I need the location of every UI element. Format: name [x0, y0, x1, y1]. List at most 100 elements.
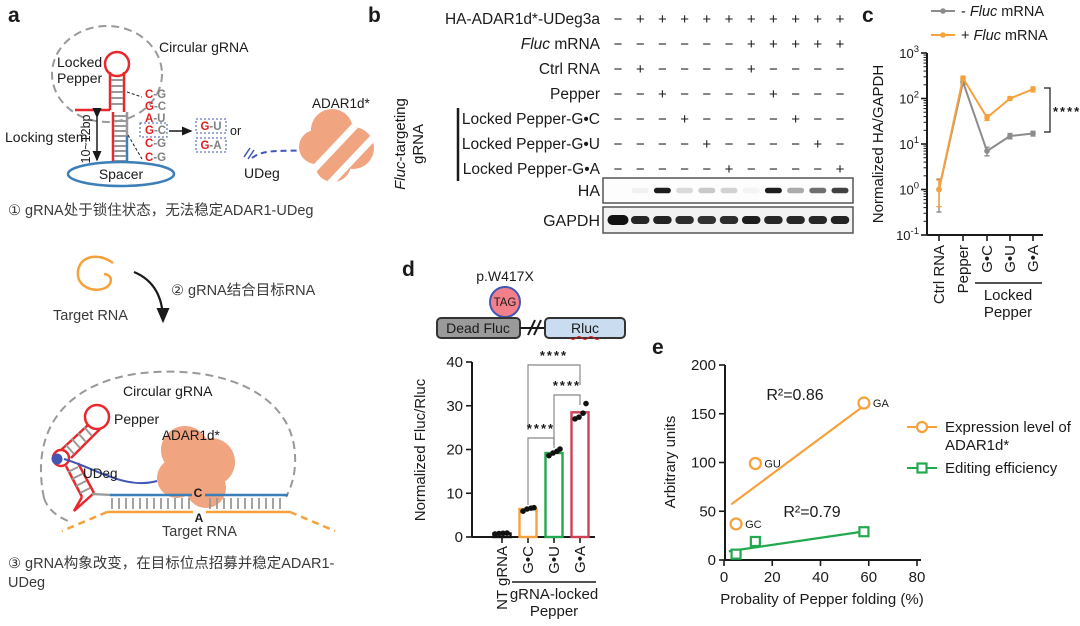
target-rna-squiggle	[76, 255, 114, 291]
replicate-dot	[531, 504, 537, 511]
lane-sign: −	[658, 61, 667, 78]
locking-stem-label: Locking stem	[5, 129, 87, 145]
c-x-category-label: G•C	[979, 245, 996, 273]
e-data-series: GC GU GA	[728, 396, 890, 560]
e-y-tick-label: 0	[708, 552, 716, 569]
c-group-label-line2: Pepper	[984, 304, 1032, 321]
or-label: or	[230, 124, 241, 138]
lane-sign: −	[636, 111, 645, 128]
lane-sign: −	[614, 161, 623, 178]
plus-minus-matrix: − + + + + + + + + + +− − − − − − + + + + +− + − − − − + − − − −− − + − − − −…	[614, 11, 845, 178]
gapdh-band	[830, 216, 850, 224]
ha-band	[720, 187, 738, 194]
lane-sign: −	[614, 11, 623, 28]
mutant-pair-box	[195, 118, 227, 134]
stop-codon-label: TAG	[494, 297, 517, 309]
svg-text:Editing efficiency: Editing efficiency	[945, 460, 1058, 477]
udeg-tail-top	[243, 147, 307, 160]
caption-step3-line1: ③ gRNA构象改变，在目标位点招募并稳定ADAR1-	[8, 555, 335, 572]
point-label: GA	[873, 398, 890, 410]
lane-sign: −	[702, 86, 711, 103]
c-x-category-label: Pepper	[955, 245, 972, 293]
reporter-schematic: p.W417X TAG Dead Fluc Rluc	[436, 268, 626, 340]
grna-group-label-line2: gRNA	[410, 124, 427, 164]
panel-e: e 0 50 100 150 200 0 20 40 60 80 Arbitrary units…	[652, 336, 1072, 608]
gapdh-band	[741, 216, 761, 224]
d-group-label-line1: gRNA-locked	[510, 586, 598, 603]
replicate-dot	[496, 530, 502, 537]
target-rna-label-bottom: Target RNA	[162, 524, 237, 540]
svg-text:Fluc mRNA: Fluc mRNA	[521, 36, 601, 53]
guide-target-duplex	[61, 493, 336, 533]
base-pair: C-G	[145, 152, 166, 164]
lane-sign: −	[702, 61, 711, 78]
e-x-tick-label: 20	[764, 569, 781, 586]
target-a-label: A	[195, 511, 204, 525]
lane-sign: −	[636, 86, 645, 103]
binding-arrow	[133, 270, 170, 324]
svg-text:- Fluc mRNA: - Fluc mRNA	[961, 4, 1044, 20]
c-series-plus	[936, 75, 1036, 208]
lane-sign: −	[680, 86, 689, 103]
lane-sign: +	[769, 36, 778, 53]
udeg-linker-bottom	[63, 458, 158, 485]
sequence-break-symbol	[520, 319, 545, 336]
e-y-ticks: 0 50 100 150 200	[691, 357, 725, 569]
lane-sign: +	[836, 36, 845, 53]
lane-sign: −	[791, 61, 800, 78]
c-y-tick-label: 10-1	[896, 226, 919, 243]
lane-sign: −	[636, 136, 645, 153]
data-point	[749, 535, 761, 548]
lane-sign: −	[725, 136, 734, 153]
caption-step3-line2: UDeg	[8, 575, 45, 591]
lane-sign: −	[791, 136, 800, 153]
lane-sign: +	[658, 11, 667, 28]
svg-text:HA-ADAR1d*-UDeg3a: HA-ADAR1d*-UDeg3a	[445, 11, 600, 28]
lane-sign: +	[725, 11, 734, 28]
lane-sign: +	[680, 111, 689, 128]
lane-sign: −	[769, 136, 778, 153]
gapdh-band	[675, 216, 694, 224]
d-y-tick-label: 30	[446, 398, 463, 415]
replicate-dot	[580, 410, 586, 416]
gapdh-band	[719, 216, 739, 224]
lane-sign: +	[658, 86, 667, 103]
lane-sign: −	[791, 86, 800, 103]
c-x-category-label: G•A	[1025, 245, 1042, 272]
e-x-tick-label: 0	[720, 569, 728, 586]
lane-sign: +	[836, 11, 845, 28]
mutant-pair-box	[195, 137, 227, 153]
c-x-category-label: G•U	[1002, 245, 1019, 273]
c-y-tick-label: 102	[899, 90, 919, 107]
d-y-tick-label: 0	[455, 529, 463, 546]
e-r2-orange: R²=0.86	[766, 387, 823, 404]
c-data-series	[936, 75, 1036, 213]
significance-bracket	[553, 394, 581, 445]
dead-fluc-label: Dead Fluc	[446, 320, 510, 336]
panel-c-label: c	[862, 4, 874, 27]
base-pair: C-G	[145, 89, 166, 101]
data-point	[984, 114, 990, 121]
pepper-label-bottom: Pepper	[114, 411, 159, 427]
lane-sign: −	[747, 111, 756, 128]
lane-sign: −	[747, 136, 756, 153]
lane-sign: −	[725, 86, 734, 103]
point-label: GU	[764, 458, 781, 470]
e-x-tick-label: 80	[909, 569, 926, 586]
locking-stem-duplex	[111, 112, 129, 166]
c-y-tick-label: 100	[899, 181, 919, 198]
lane-sign: −	[680, 61, 689, 78]
lane-sign: +	[636, 11, 645, 28]
target-rna-label-mid: Target RNA	[53, 308, 128, 324]
d-group-label-line2: Pepper	[530, 603, 578, 620]
data-point	[1030, 86, 1036, 93]
lane-sign: +	[725, 161, 734, 178]
lane-sign: −	[702, 36, 711, 53]
lane-sign: −	[658, 36, 667, 53]
significance-bracket	[527, 437, 555, 505]
d-x-category-labels: NT gRNA G•C G•U G•A	[494, 546, 589, 610]
adar1d-blob-bottom	[157, 426, 235, 508]
lane-sign: +	[680, 11, 689, 28]
c-y-ticks: 103 102 101 100 10-1	[896, 44, 927, 243]
circular-grna-label-top: Circular gRNA	[159, 39, 249, 55]
